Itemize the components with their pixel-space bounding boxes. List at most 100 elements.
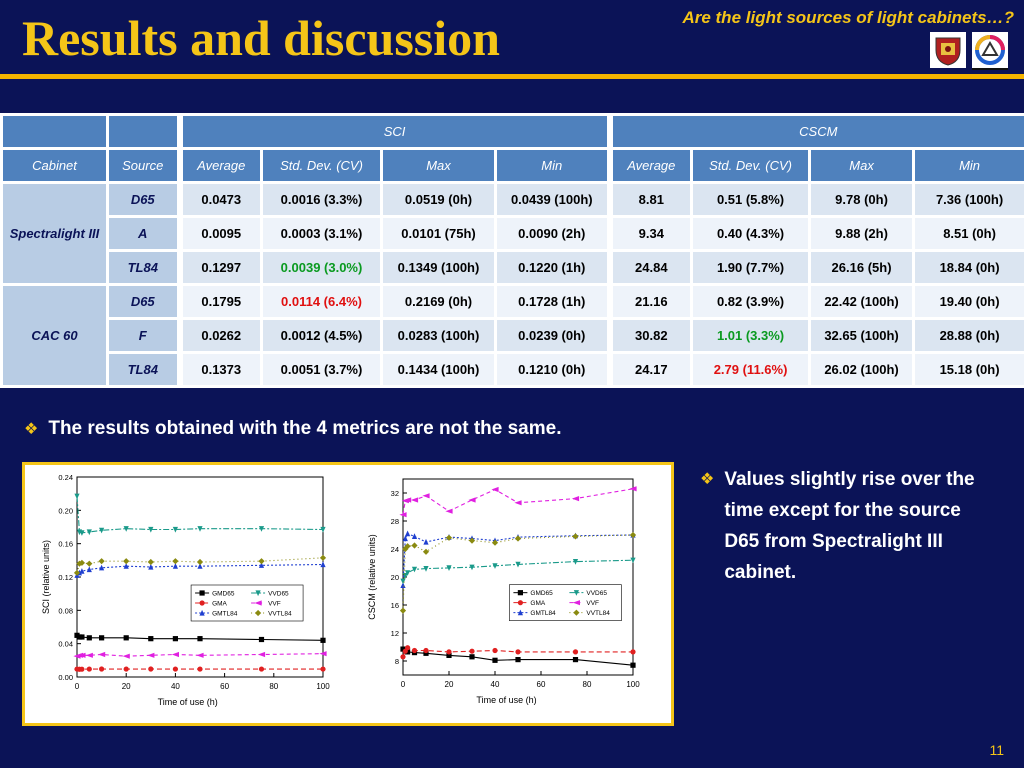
sci-value-cell: 0.0473 xyxy=(176,181,263,218)
data-point xyxy=(405,530,411,537)
cscm-value-cell: 28.88 (0h) xyxy=(912,317,1024,354)
data-point xyxy=(630,662,636,668)
sci-value-cell: 0.0095 xyxy=(176,215,263,252)
series-VVF xyxy=(73,651,327,659)
page-number: 11 xyxy=(989,742,1004,758)
y-tick-label: 0.04 xyxy=(58,640,73,649)
data-point xyxy=(78,652,86,658)
data-point xyxy=(79,666,85,672)
data-point xyxy=(399,512,407,518)
data-point xyxy=(122,653,130,659)
series-GMD65 xyxy=(74,632,326,643)
y-tick-label: 20 xyxy=(391,573,399,582)
cscm-value-cell: 26.02 (100h) xyxy=(808,351,916,388)
y-axis-label: SCI (relative units) xyxy=(41,540,51,614)
cscm-value-cell: 0.82 (3.9%) xyxy=(690,283,812,320)
column-header: Average xyxy=(606,147,694,184)
page-subtitle: Are the light sources of light cabinets…… xyxy=(682,8,1014,27)
plot-area xyxy=(76,476,324,678)
diamond-bullet-icon: ❖ xyxy=(24,421,39,438)
cscm-value-cell: 0.51 (5.8%) xyxy=(690,181,812,218)
sci-value-cell: 0.1349 (100h) xyxy=(380,249,497,286)
column-header-row: Cabinet Source Average Std. Dev. (CV) Ma… xyxy=(0,147,1024,184)
data-point xyxy=(123,635,129,641)
data-point xyxy=(199,609,205,616)
sci-value-cell: 0.1220 (1h) xyxy=(493,249,612,286)
data-point xyxy=(74,493,80,500)
y-tick-label: 16 xyxy=(391,601,399,610)
data-point xyxy=(411,542,418,549)
source-cell: TL84 xyxy=(106,351,181,388)
data-point xyxy=(172,666,178,672)
data-point xyxy=(320,637,326,643)
data-point xyxy=(400,578,406,585)
series-VVF xyxy=(399,486,637,518)
cscm-value-cell: 24.84 xyxy=(606,249,694,286)
data-point xyxy=(319,651,327,657)
data-point xyxy=(197,563,203,569)
cscm-value-cell: 19.40 (0h) xyxy=(912,283,1024,320)
data-point xyxy=(199,600,205,606)
data-point xyxy=(410,497,419,503)
data-point xyxy=(148,563,154,570)
data-point xyxy=(468,497,476,503)
x-tick-label: 80 xyxy=(583,680,592,689)
data-point xyxy=(446,652,452,658)
cscm-value-cell: 18.84 (0h) xyxy=(912,249,1024,286)
sci-value-cell: 0.0283 (100h) xyxy=(380,317,497,354)
data-point xyxy=(171,651,179,658)
sci-value-cell: 0.0439 (100h) xyxy=(493,181,612,218)
data-point xyxy=(469,648,475,654)
x-tick-label: 40 xyxy=(171,682,180,691)
data-point xyxy=(411,566,418,573)
data-point xyxy=(257,651,266,658)
data-point xyxy=(258,636,265,643)
legend-label: GMA xyxy=(212,601,227,608)
sci-value-cell: 0.0012 (4.5%) xyxy=(260,317,383,354)
x-axis-label: Time of use (h) xyxy=(476,695,536,705)
data-point xyxy=(85,652,93,658)
cscm-value-cell: 9.78 (0h) xyxy=(808,181,916,218)
page-title: Results and discussion xyxy=(22,10,500,66)
y-tick-label: 0.16 xyxy=(58,540,73,549)
sci-value-cell: 0.1210 (0h) xyxy=(493,351,612,388)
cscm-value-cell: 15.18 (0h) xyxy=(912,351,1024,388)
cscm-value-cell: 32.65 (100h) xyxy=(808,317,916,354)
data-point xyxy=(320,561,326,568)
data-point xyxy=(148,526,154,533)
data-point xyxy=(445,534,453,541)
legend-label: VVTL84 xyxy=(586,610,610,617)
data-point xyxy=(572,600,580,606)
y-tick-label: 24 xyxy=(391,545,399,554)
legend-box xyxy=(509,584,622,621)
legend-label: VVTL84 xyxy=(268,611,292,618)
data-point xyxy=(405,570,411,576)
data-point xyxy=(123,526,129,532)
data-point xyxy=(405,645,411,651)
data-point xyxy=(515,561,521,568)
data-point xyxy=(86,666,92,672)
sci-value-cell: 0.1297 xyxy=(176,249,263,286)
data-point xyxy=(320,666,326,672)
x-tick-label: 40 xyxy=(491,680,500,689)
data-point xyxy=(423,566,429,572)
cscm-value-cell: 22.42 (100h) xyxy=(808,283,916,320)
sci-value-cell: 0.0114 (6.4%) xyxy=(260,283,383,320)
sci-value-cell: 0.1795 xyxy=(176,283,263,320)
data-point xyxy=(254,609,262,617)
university-crest-logo xyxy=(930,32,966,68)
group-header-row: SCI CSCM xyxy=(0,113,1024,150)
data-point xyxy=(148,666,154,672)
table-row: F 0.0262 0.0012 (4.5%) 0.0283 (100h) 0.0239 … xyxy=(2,317,1024,354)
cscm-value-cell: 1.01 (3.3%) xyxy=(690,317,812,354)
series-VVD65 xyxy=(400,557,636,585)
source-cell: D65 xyxy=(106,181,181,218)
sci-value-cell: 0.0003 (3.1%) xyxy=(260,215,383,252)
sci-value-cell: 0.0239 (0h) xyxy=(493,317,612,354)
slide-header: Results and discussion Are the light sou… xyxy=(0,0,1024,74)
data-point xyxy=(258,562,265,568)
data-point xyxy=(258,558,265,565)
x-tick-label: 100 xyxy=(316,682,330,691)
data-point xyxy=(79,568,85,574)
data-point xyxy=(199,590,205,596)
